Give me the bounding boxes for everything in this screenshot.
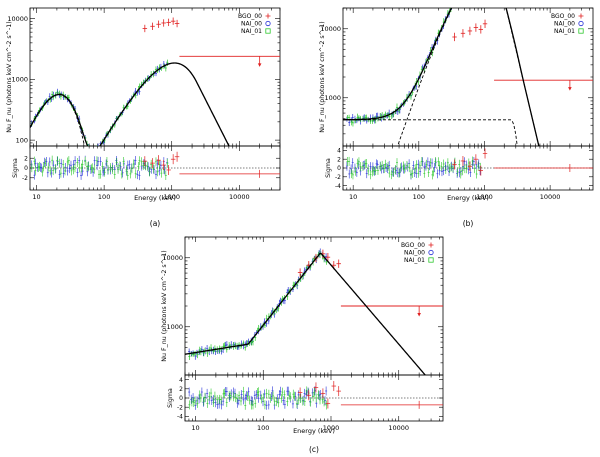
model-total-curve <box>185 252 427 375</box>
legend-marker-plus <box>265 13 271 19</box>
legend-marker-square <box>265 28 271 34</box>
panel-c: 10 100 1000 10000 1000 10000 -4 -2 0 2 4 Energy (ke… <box>161 236 444 454</box>
residual-tick-label: 2 <box>24 155 28 162</box>
x-tick-label: 1000 <box>323 424 340 432</box>
x-axis-label: Energy (keV) <box>447 194 489 202</box>
data-layer <box>30 17 280 146</box>
x-tick-label: 1000 <box>163 193 180 201</box>
residual-layer <box>188 381 443 410</box>
residual-tick-label: 0 <box>24 165 28 172</box>
residual-tick-label: -2 <box>22 175 28 182</box>
x-tick-label: 1000 <box>476 193 493 201</box>
y-tick-label: 1000 <box>166 323 183 331</box>
y-tick-label: 1000 <box>324 94 341 102</box>
residual-tick-label: 2 <box>337 156 341 163</box>
legend-entry: NAI_00 <box>241 21 262 28</box>
model-component-1 <box>30 94 85 146</box>
legend-entry: NAI_01 <box>554 28 575 35</box>
residual-tick-label: 4 <box>179 377 183 384</box>
upper-limit-arrowhead <box>568 87 572 91</box>
y-axis-label: Nu F_nu (photons keV cm^-2 s^-1) <box>319 21 326 132</box>
residual-tick-label: 0 <box>337 165 341 172</box>
legend-marker-plus <box>578 13 584 19</box>
panel-b: 10 100 1000 10000 1000 10000 -4 -2 0 24 Energy (ke… <box>319 7 594 228</box>
data-layer <box>345 8 593 127</box>
residual-axis-label: Sigma <box>167 388 174 408</box>
residual-tick-label: -4 <box>177 414 183 421</box>
residual-tick-label: 0 <box>179 395 183 402</box>
residual-tick-label: 2 <box>179 386 183 393</box>
residual-tick-label: 4 <box>337 148 341 155</box>
residual-layer <box>345 148 593 180</box>
residual-tick-label: -2 <box>177 404 183 411</box>
legend-marker-square <box>578 28 584 34</box>
y-tick-label: 1000 <box>11 76 28 84</box>
legend-marker-square <box>428 257 434 263</box>
legend-marker-circle <box>578 20 584 27</box>
legend-marker-circle <box>265 20 271 27</box>
y-tick-label: 100 <box>16 136 28 144</box>
residual-axis-label: Sigma <box>12 158 19 178</box>
legend-entry: BGO_00 <box>238 13 262 20</box>
y-tick-label: 10000 <box>320 25 341 33</box>
panel-caption: (c) <box>309 445 319 454</box>
x-tick-label: 10 <box>32 193 40 201</box>
x-tick-label: 100 <box>257 424 269 432</box>
residual-axis-label: Sigma <box>325 158 332 178</box>
y-axis-label: Nu F_nu (photons keV cm^-2 s^-1) <box>161 250 168 361</box>
model-layer <box>185 252 427 375</box>
legend-entry: NAI_01 <box>241 28 262 35</box>
legend-entry: BGO_00 <box>401 242 425 249</box>
x-tick-label: 10 <box>191 424 199 432</box>
x-tick-label: 100 <box>413 193 425 201</box>
panel-a: 10 100 1000 10000 100 1000 10000 -2 0 2 Energy (ke… <box>6 7 281 228</box>
x-tick-label: 10000 <box>540 193 561 201</box>
model-total-curve <box>30 62 230 146</box>
y-tick-label: 10000 <box>7 15 28 23</box>
model-layer <box>30 62 230 146</box>
residual-layer <box>30 151 280 181</box>
x-tick-label: 10000 <box>388 424 409 432</box>
legend-marker-plus <box>428 242 434 248</box>
model-layer <box>343 8 540 146</box>
residual-tick-label: -2 <box>335 174 341 181</box>
residual-tick-label: -4 <box>335 183 341 190</box>
y-tick-label: 10000 <box>162 254 183 262</box>
panel-caption: (a) <box>150 219 161 228</box>
y-axis-label: Nu F_nu (photons keV cm^-2 s^-1) <box>6 21 13 132</box>
legend-entry: BGO_00 <box>551 13 575 20</box>
legend-entry: NAI_01 <box>404 257 425 264</box>
x-tick-label: 100 <box>98 193 110 201</box>
x-tick-label: 10000 <box>229 193 250 201</box>
legend-entry: NAI_00 <box>554 21 575 28</box>
data-layer <box>188 248 443 360</box>
panel-caption: (b) <box>463 219 474 228</box>
model-total-curve <box>343 8 540 146</box>
legend-marker-circle <box>428 249 434 256</box>
x-tick-label: 10 <box>349 193 357 201</box>
x-axis-label: Energy (keV) <box>293 427 335 435</box>
upper-limit-arrowhead <box>257 63 262 67</box>
legend-entry: NAI_00 <box>404 250 425 257</box>
x-axis-label: Energy (keV) <box>134 194 176 202</box>
upper-limit-arrowhead <box>417 313 421 317</box>
